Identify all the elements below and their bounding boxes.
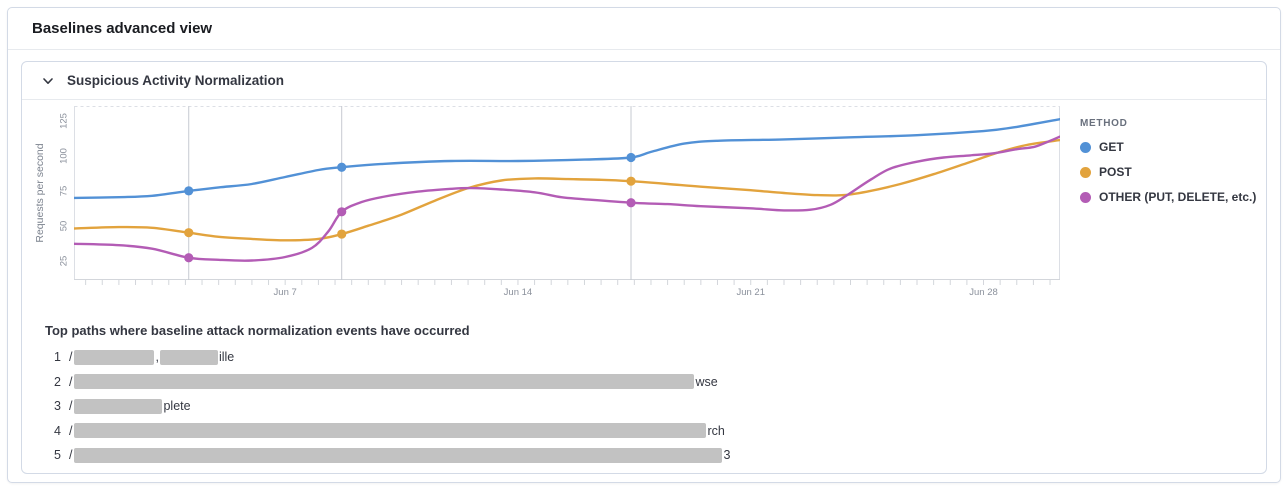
series-line-get bbox=[74, 118, 1060, 200]
event-dot-other-put-delete-etc bbox=[337, 207, 347, 217]
y-tick-label: 75 bbox=[58, 185, 70, 197]
path-rank: 2 bbox=[54, 374, 61, 389]
top-paths-heading: Top paths where baseline attack normaliz… bbox=[45, 323, 470, 338]
path-row: 4 / rch bbox=[45, 419, 1266, 444]
x-tick-label: Jun 21 bbox=[736, 287, 765, 298]
event-dot-other-put-delete-etc bbox=[626, 198, 636, 208]
legend-color-dot-icon bbox=[1080, 141, 1091, 153]
path-value: wse bbox=[73, 374, 718, 390]
path-text-segment: rch bbox=[707, 423, 725, 438]
requests-chart-svg bbox=[74, 106, 1060, 285]
x-tick-label: Jun 14 bbox=[503, 287, 533, 298]
path-prefix: / bbox=[69, 374, 73, 389]
event-dot-post bbox=[184, 228, 194, 238]
path-text-segment: ille bbox=[218, 350, 235, 365]
y-tick-label: 25 bbox=[58, 255, 70, 266]
path-row: 2 / wse bbox=[45, 370, 1266, 395]
top-paths-section: Top paths where baseline attack normaliz… bbox=[22, 312, 1266, 468]
path-row: 5 / 3 bbox=[45, 443, 1266, 468]
requests-chart: Requests per second 25 50 75 100 125 Jun 7 Ju… bbox=[22, 100, 1266, 312]
event-dot-get bbox=[337, 162, 347, 172]
path-row: 1 /, ille bbox=[45, 345, 1266, 370]
path-prefix: / bbox=[69, 423, 73, 438]
event-dot-get bbox=[626, 152, 636, 163]
path-rank: 3 bbox=[54, 399, 61, 414]
path-text-segment: wse bbox=[695, 374, 718, 389]
legend-item-get[interactable]: GET bbox=[1080, 140, 1266, 154]
path-rank: 5 bbox=[54, 448, 61, 463]
redacted-path-segment bbox=[159, 349, 218, 365]
chart-legend: METHOD GET POST OTHER (PUT, DELETE, etc.) bbox=[1080, 118, 1266, 204]
event-dot-post bbox=[626, 176, 636, 186]
legend-title: METHOD bbox=[1080, 118, 1128, 129]
path-text-segment: 3 bbox=[723, 448, 731, 463]
path-value: 3 bbox=[73, 447, 731, 463]
legend-item-label: POST bbox=[1099, 165, 1132, 179]
path-prefix: / bbox=[69, 350, 73, 365]
redacted-path-segment bbox=[74, 374, 695, 390]
page-title: Baselines advanced view bbox=[32, 20, 213, 37]
legend-item-label: OTHER (PUT, DELETE, etc.) bbox=[1099, 190, 1257, 204]
path-value: rch bbox=[73, 423, 725, 439]
redacted-path-segment bbox=[74, 398, 163, 414]
legend-color-dot-icon bbox=[1080, 191, 1091, 203]
y-axis-title: Requests per second bbox=[34, 143, 46, 243]
legend-color-dot-icon bbox=[1080, 166, 1091, 178]
top-paths-list: 1 /, ille 2 / wse 3 / plete 4 / rch 5 / 3 bbox=[45, 345, 1266, 468]
y-tick-label: 125 bbox=[58, 113, 70, 130]
baselines-advanced-view-card: Baselines advanced view Suspicious Activ… bbox=[7, 7, 1281, 483]
path-rank: 1 bbox=[54, 350, 61, 365]
redacted-path-segment bbox=[74, 423, 707, 439]
suspicious-activity-panel: Suspicious Activity Normalization Reques… bbox=[21, 61, 1267, 474]
series-line-other-put-delete-etc bbox=[74, 135, 1060, 262]
chevron-down-icon[interactable] bbox=[40, 73, 56, 89]
x-tick-label: Jun 7 bbox=[273, 287, 297, 298]
event-dot-post bbox=[337, 229, 347, 239]
event-dot-other-put-delete-etc bbox=[184, 253, 194, 263]
path-prefix: / bbox=[69, 399, 73, 414]
path-text-segment: , bbox=[155, 350, 159, 365]
card-header: Baselines advanced view bbox=[8, 8, 1280, 50]
path-rank: 4 bbox=[54, 423, 61, 438]
path-value: plete bbox=[73, 398, 191, 414]
redacted-path-segment bbox=[74, 349, 155, 365]
path-value: , ille bbox=[73, 349, 235, 365]
path-text-segment: plete bbox=[163, 399, 191, 414]
x-tick-label: Jun 28 bbox=[969, 287, 998, 298]
panel-header: Suspicious Activity Normalization bbox=[22, 62, 1266, 100]
panel-title: Suspicious Activity Normalization bbox=[67, 73, 285, 88]
redacted-path-segment bbox=[74, 447, 723, 463]
path-prefix: / bbox=[69, 448, 73, 463]
y-tick-label: 50 bbox=[58, 220, 70, 231]
y-tick-label: 100 bbox=[58, 148, 70, 165]
path-row: 3 / plete bbox=[45, 394, 1266, 419]
legend-item-other-put-delete-etc[interactable]: OTHER (PUT, DELETE, etc.) bbox=[1080, 190, 1266, 204]
legend-item-label: GET bbox=[1099, 140, 1124, 154]
series-line-post bbox=[74, 138, 1060, 242]
event-dot-get bbox=[184, 186, 194, 196]
legend-item-post[interactable]: POST bbox=[1080, 165, 1266, 179]
